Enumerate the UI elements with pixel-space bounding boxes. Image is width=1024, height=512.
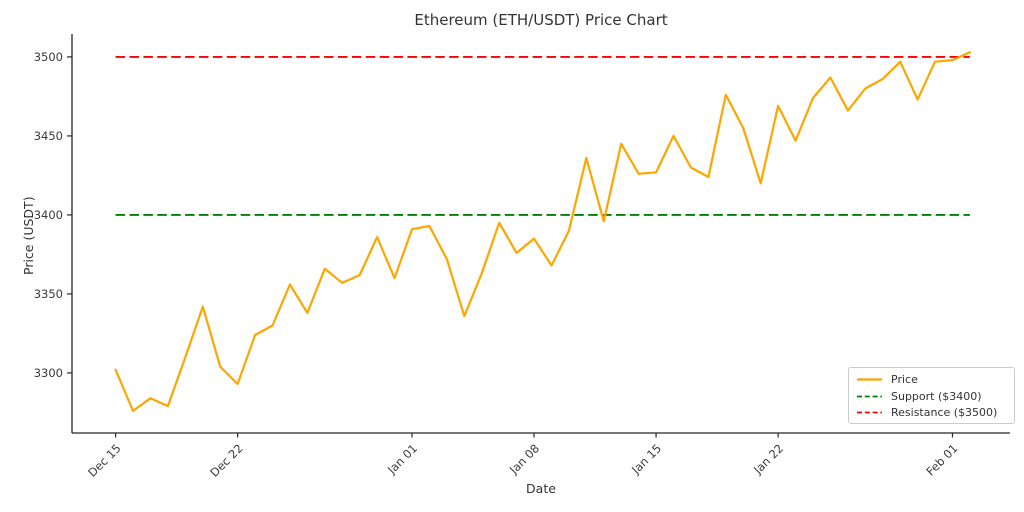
y-tick-label: 3300: [34, 366, 63, 380]
x-tick-label: Jan 15: [628, 441, 664, 477]
y-axis-label: Price (USDT): [21, 196, 36, 275]
legend: Price Support ($3400) Resistance ($3500): [848, 367, 1015, 424]
legend-item-resistance: Resistance ($3500): [856, 407, 1006, 418]
x-tick-label: Jan 08: [506, 441, 542, 477]
chart-title: Ethereum (ETH/USDT) Price Chart: [414, 11, 668, 29]
y-tick-label: 3350: [34, 287, 63, 301]
legend-label-support: Support ($3400): [891, 389, 982, 403]
x-tick-label: Dec 15: [85, 441, 124, 480]
x-axis-label: Date: [526, 481, 556, 496]
price-line-swatch: [857, 378, 882, 381]
legend-label-resistance: Resistance ($3500): [891, 406, 998, 419]
support-line-swatch: [857, 395, 882, 397]
y-tick-label: 3450: [34, 129, 63, 143]
x-tick-label: Jan 01: [384, 441, 420, 477]
y-tick-label: 3500: [34, 50, 63, 64]
y-tick-label: 3400: [34, 208, 63, 222]
legend-item-support: Support ($3400): [856, 391, 1006, 402]
x-tick-label: Jan 22: [750, 441, 786, 477]
resistance-line-swatch: [857, 411, 882, 414]
legend-label-price: Price: [891, 373, 918, 386]
price-line: [114, 51, 972, 412]
x-tick-label: Dec 22: [207, 441, 246, 480]
legend-item-price: Price: [856, 374, 1006, 385]
x-tick-label: Feb 01: [923, 441, 960, 478]
